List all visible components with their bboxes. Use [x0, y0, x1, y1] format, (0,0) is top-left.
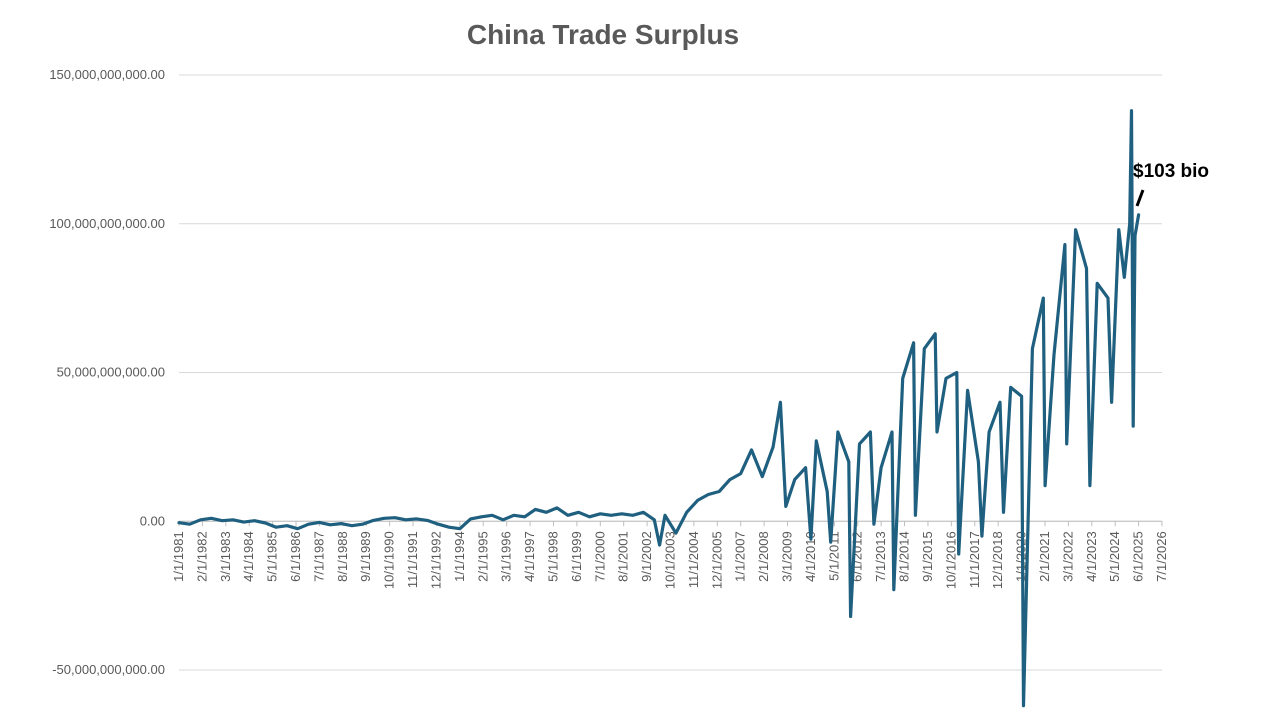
y-axis-tick-labels: 150,000,000,000.00 100,000,000,000.00 50,0… [49, 67, 165, 677]
y-tick-label: 50,000,000,000.00 [57, 365, 165, 380]
x-tick-label: 9/1/2015 [920, 531, 935, 582]
annotation-label: $103 bio [1133, 161, 1209, 182]
x-tick-label: 12/1/1992 [428, 531, 443, 589]
x-tick-label: 3/1/2009 [780, 531, 795, 582]
x-tick-label: 4/1/1997 [522, 531, 537, 582]
x-tick-label: 4/1/2010 [803, 531, 818, 582]
x-tick-label: 4/1/1984 [241, 531, 256, 582]
x-tick-label: 3/1/2022 [1060, 531, 1075, 582]
x-tick-label: 1/1/1994 [452, 531, 467, 582]
x-tick-label: 9/1/2002 [639, 531, 654, 582]
x-tick-label: 1/1/2007 [733, 531, 748, 582]
x-tick-label: 10/1/1990 [382, 531, 397, 589]
x-tick-label: 6/1/1999 [569, 531, 584, 582]
x-tick-label: 2/1/1982 [194, 531, 209, 582]
x-tick-label: 7/1/2026 [1154, 531, 1169, 582]
x-tick-label: 2/1/1995 [475, 531, 490, 582]
x-tick-label: 7/1/1987 [311, 531, 326, 582]
chart-title: China Trade Surplus [467, 19, 739, 50]
x-tick-label: 9/1/1989 [358, 531, 373, 582]
x-tick-label: 2/1/2021 [1037, 531, 1052, 582]
x-tick-label: 3/1/1983 [218, 531, 233, 582]
x-tick-label: 11/1/2004 [686, 531, 701, 588]
x-tick-label: 12/1/2018 [990, 531, 1005, 589]
x-tick-label: 8/1/1988 [335, 531, 350, 582]
x-tick-label: 10/1/2003 [663, 531, 678, 589]
y-tick-label: -50,000,000,000.00 [52, 662, 165, 677]
x-tick-label: 7/1/2013 [873, 531, 888, 582]
x-tick-label: 11/1/2017 [967, 531, 982, 588]
x-tick-label: 6/1/2025 [1131, 531, 1146, 582]
x-tick-label: 7/1/2000 [592, 531, 607, 582]
x-tick-label: 5/1/1985 [265, 531, 280, 582]
x-tick-label: 1/1/1981 [171, 531, 186, 582]
x-tick-label: 2/1/2008 [756, 531, 771, 582]
x-tick-label: 5/1/2024 [1107, 531, 1122, 582]
x-tick-label: 6/1/1986 [288, 531, 303, 582]
y-tick-label: 100,000,000,000.00 [49, 216, 165, 231]
annotation-pointer-line [1135, 189, 1145, 207]
x-tick-label: 12/1/2005 [709, 531, 724, 589]
x-tick-label: 10/1/2016 [943, 531, 958, 589]
x-tick-label: 8/1/2001 [616, 531, 631, 582]
y-tick-label: 150,000,000,000.00 [49, 67, 165, 82]
x-tick-label: 3/1/1996 [499, 531, 514, 582]
y-tick-label: 0.00 [140, 513, 165, 528]
x-axis-tick-labels: 1/1/1981 2/1/1982 3/1/1983 4/1/1984 5/1/1985… [171, 521, 1169, 589]
x-tick-label: 11/1/1991 [405, 531, 420, 588]
x-tick-label: 4/1/2023 [1084, 531, 1099, 582]
trade-surplus-series-line [177, 109, 1141, 708]
x-tick-label: 5/1/1998 [545, 531, 560, 582]
x-tick-label: 8/1/2014 [897, 531, 912, 582]
x-tick-label: 5/1/2011 [826, 531, 841, 581]
